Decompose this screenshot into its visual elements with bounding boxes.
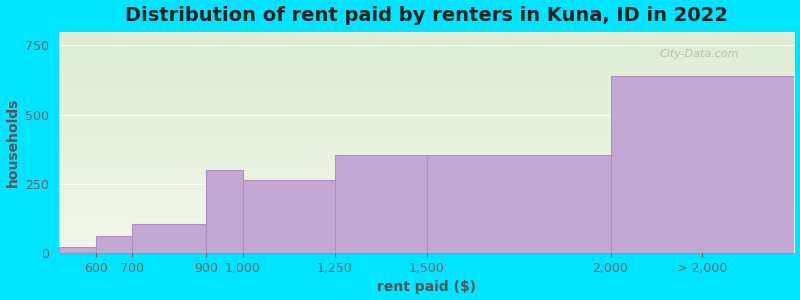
Text: City-Data.com: City-Data.com [659,49,738,59]
Y-axis label: households: households [6,98,19,187]
Title: Distribution of rent paid by renters in Kuna, ID in 2022: Distribution of rent paid by renters in … [125,6,728,25]
Bar [59,247,96,253]
Bar [132,224,206,253]
Bar [242,180,334,253]
Bar [610,76,794,253]
X-axis label: rent paid ($): rent paid ($) [377,280,476,294]
Bar [96,236,132,253]
Bar [206,170,242,253]
Bar [334,155,426,253]
Bar [426,155,610,253]
